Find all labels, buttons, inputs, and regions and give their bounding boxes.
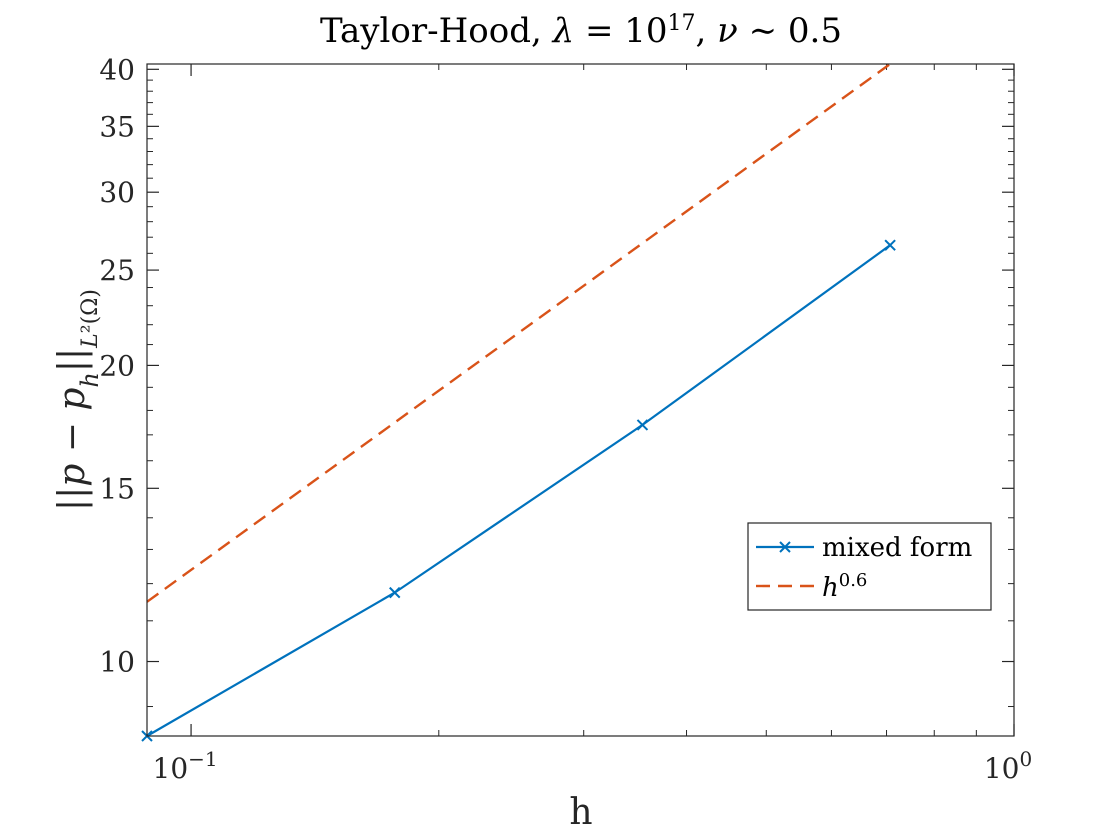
series-layer bbox=[141, 63, 896, 742]
axes-box bbox=[146, 63, 1015, 737]
y-axis-ticks: 10 15 20 25 30 35 40 bbox=[99, 53, 1014, 679]
minor-ticks bbox=[147, 64, 1014, 736]
legend: mixed form h0.6 bbox=[747, 522, 992, 611]
data-point-marker bbox=[884, 239, 896, 251]
legend-label-h-power: h0.6 bbox=[822, 570, 867, 604]
y-tick-label: 25 bbox=[99, 254, 135, 287]
y-axis-label: ||p − ph||L²(Ω) bbox=[52, 289, 104, 511]
y-tick-label: 35 bbox=[99, 110, 135, 143]
series-line-0 bbox=[146, 244, 891, 737]
legend-box bbox=[747, 522, 992, 611]
legend-marker-mixed-form bbox=[779, 541, 791, 553]
data-point-marker bbox=[389, 586, 401, 599]
chart-title: Taylor-Hood, λ = 1017, ν ∼ 0.5 bbox=[320, 11, 842, 52]
x-tick-label: 10−1 bbox=[153, 747, 218, 785]
data-point-marker bbox=[636, 419, 649, 431]
y-tick-label: 40 bbox=[99, 53, 135, 86]
x-axis-ticks: 10−1 100 bbox=[153, 64, 1032, 785]
x-tick-label: 100 bbox=[984, 747, 1032, 785]
y-tick-label: 20 bbox=[99, 349, 135, 382]
y-tick-label: 10 bbox=[99, 646, 135, 679]
x-axis-label: h bbox=[569, 792, 592, 833]
legend-label-mixed-form: mixed form bbox=[822, 533, 972, 563]
y-tick-label: 15 bbox=[99, 472, 135, 505]
y-tick-label: 30 bbox=[99, 176, 135, 209]
plot-area bbox=[147, 64, 1014, 736]
